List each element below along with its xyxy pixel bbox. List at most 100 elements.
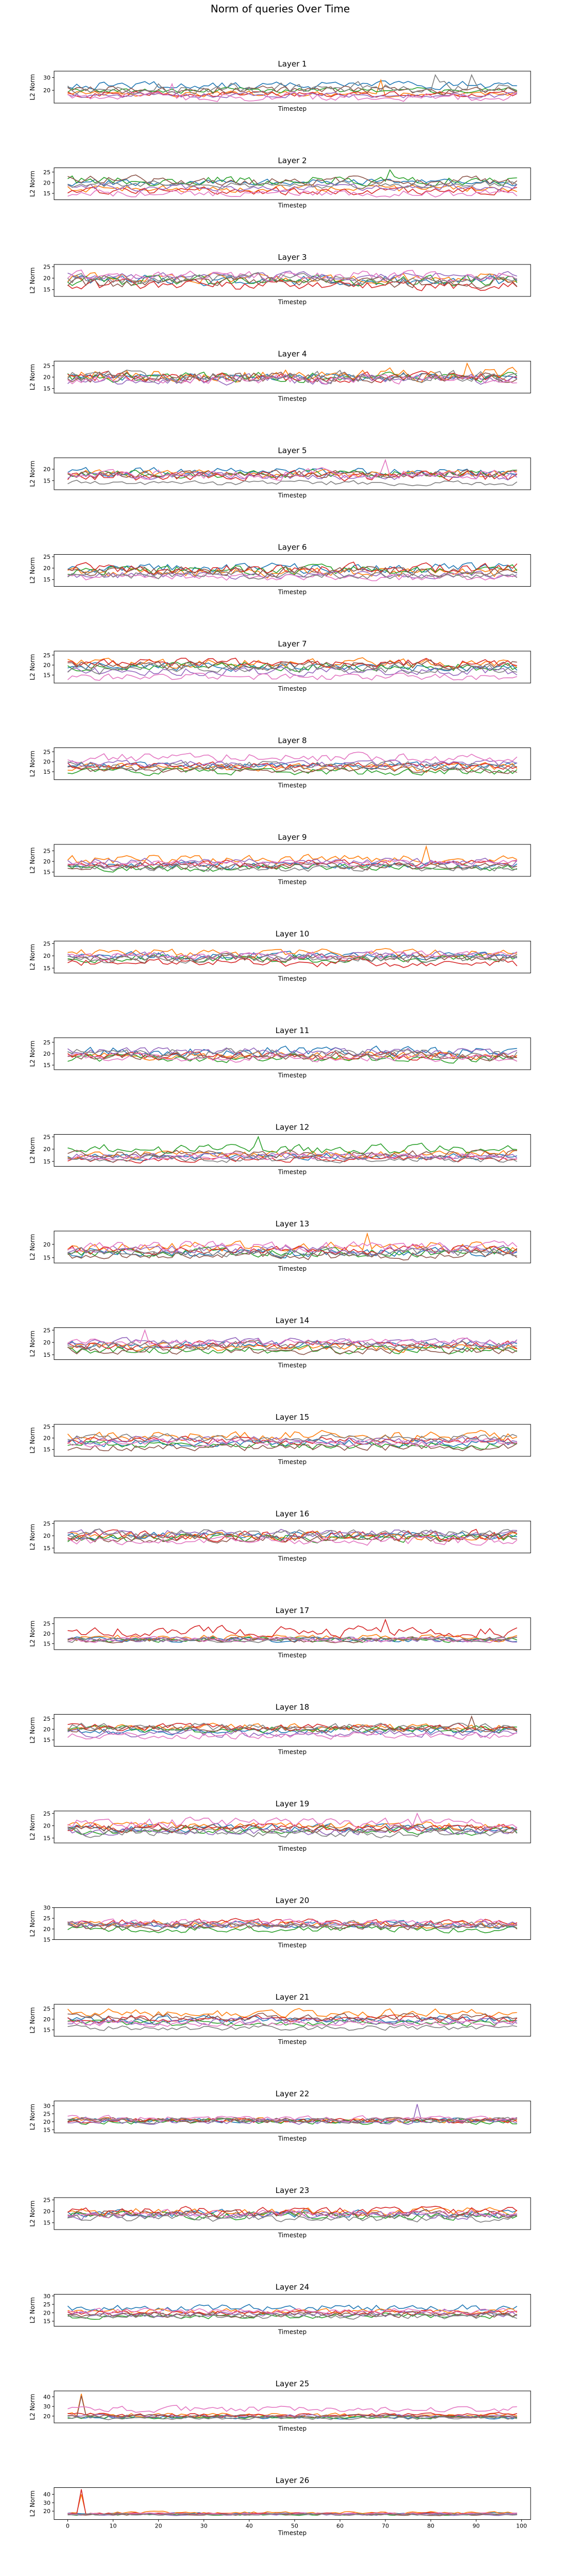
layer-panel: Layer 4 15 20 25 Timestep L2 Norm [29, 350, 531, 403]
layer-panel: Layer 13 15 20 Timestep L2 Norm [29, 1219, 531, 1272]
series-line [67, 1729, 517, 1738]
x-tick-label: 50 [291, 2523, 298, 2530]
layer-panel: Layer 3 15 20 25 Timestep L2 Norm [29, 253, 531, 306]
x-tick-label: 20 [155, 2523, 162, 2530]
x-axis-label: Timestep [278, 2232, 307, 2239]
y-axis-label: L2 Norm [29, 751, 36, 777]
x-axis-label: Timestep [278, 395, 307, 403]
y-tick-label: 20 [43, 2208, 50, 2215]
panel-title: Layer 15 [276, 1412, 310, 1422]
series-line [67, 1433, 517, 1443]
y-tick-label: 25 [43, 554, 50, 560]
x-tick-label: 30 [200, 2523, 208, 2530]
y-tick-label: 15 [43, 672, 50, 679]
y-tick-label: 15 [43, 1937, 50, 1943]
x-axis-label: Timestep [278, 782, 307, 789]
axes-frame [54, 2487, 531, 2520]
y-tick-label: 15 [43, 287, 50, 293]
axes-frame [54, 1521, 531, 1553]
layer-panel: Layer 16 15 20 25 Timestep L2 Norm [29, 1509, 531, 1563]
series-line [67, 2117, 517, 2124]
y-tick-label: 20 [43, 1726, 50, 1733]
x-axis-label: Timestep [278, 2425, 307, 2432]
series-line [67, 1053, 517, 1063]
y-tick-label: 20 [43, 1435, 50, 1442]
series-line [67, 1328, 517, 1348]
y-tick-label: 30 [43, 1905, 50, 1912]
axes-frame [54, 554, 531, 587]
layer-panel: Layer 1 20 30 Timestep L2 Norm [29, 59, 531, 112]
y-tick-label: 15 [43, 190, 50, 197]
y-tick-label: 20 [43, 1146, 50, 1153]
series-line [67, 85, 517, 95]
y-tick-label: 20 [43, 662, 50, 669]
x-axis-label: Timestep [278, 1169, 307, 1176]
layer-panel: Layer 7 15 20 25 Timestep L2 Norm [29, 639, 531, 692]
y-tick-label: 20 [43, 275, 50, 282]
layer-panel: Layer 5 15 20 Timestep L2 Norm [29, 446, 531, 499]
series-line [67, 2489, 517, 2515]
y-axis-label: L2 Norm [29, 654, 36, 680]
y-tick-label: 20 [43, 1631, 50, 1637]
series-line [67, 80, 517, 90]
panel-title: Layer 25 [276, 2379, 310, 2388]
series-line [67, 2024, 517, 2031]
series-line [67, 92, 517, 99]
series-line [67, 561, 518, 575]
y-tick-label: 20 [43, 2016, 50, 2023]
panel-title: Layer 24 [276, 2283, 310, 2292]
y-axis-label: L2 Norm [29, 2394, 36, 2420]
series-line [67, 182, 518, 192]
layer-panel: Layer 17 15 20 25 Timestep L2 Norm [29, 1606, 531, 1659]
y-axis-label: L2 Norm [29, 1041, 36, 1067]
series-line [67, 2311, 517, 2318]
axes-frame [54, 2390, 531, 2423]
y-tick-label: 25 [43, 1520, 50, 1527]
layer-panel: Layer 2 15 20 25 Timestep L2 Norm [29, 156, 531, 209]
layer-panel: Layer 25 20 30 40 Timestep L2 Norm [29, 2379, 531, 2432]
y-tick-label: 25 [43, 1134, 50, 1140]
y-axis-label: L2 Norm [29, 1814, 36, 1840]
y-tick-label: 30 [43, 2403, 50, 2410]
y-tick-label: 20 [43, 87, 50, 94]
series-line [67, 1732, 517, 1740]
series-line [67, 666, 518, 677]
y-tick-label: 15 [43, 1062, 50, 1069]
y-tick-label: 20 [43, 374, 50, 381]
y-tick-label: 15 [43, 1447, 50, 1453]
x-axis-label: Timestep [278, 1458, 307, 1466]
panel-title: Layer 26 [276, 2476, 310, 2485]
x-tick-label: 40 [246, 2523, 253, 2530]
x-axis-label: Timestep [278, 1362, 307, 1369]
series-line [67, 1727, 518, 1736]
y-tick-label: 25 [43, 2197, 50, 2203]
series-line [67, 2307, 517, 2315]
y-tick-label: 20 [43, 2309, 50, 2316]
series-line [67, 82, 517, 102]
y-axis-label: L2 Norm [29, 1137, 36, 1164]
axes-frame [54, 1134, 531, 1167]
series-line [67, 659, 517, 670]
axes-frame [54, 457, 531, 490]
y-tick-label: 25 [43, 847, 50, 854]
series-line [67, 2117, 517, 2124]
series-line [67, 2416, 517, 2420]
series-line [67, 862, 517, 872]
series-line [67, 1828, 518, 1839]
axes-frame [54, 1231, 531, 1264]
layer-panel: Layer 21 15 20 25 Timestep L2 Norm [29, 1992, 531, 2046]
series-line [67, 2313, 517, 2320]
y-tick-label: 15 [43, 1158, 50, 1165]
series-line [67, 467, 517, 477]
y-tick-label: 15 [43, 1737, 50, 1743]
series-line [67, 1436, 517, 1445]
y-tick-label: 15 [43, 869, 50, 876]
series-line [67, 662, 518, 672]
y-tick-label: 15 [43, 1255, 50, 1261]
y-tick-label: 30 [43, 2500, 50, 2506]
series-line [67, 1337, 518, 1347]
series-line [67, 760, 517, 771]
y-axis-label: L2 Norm [29, 1717, 36, 1743]
